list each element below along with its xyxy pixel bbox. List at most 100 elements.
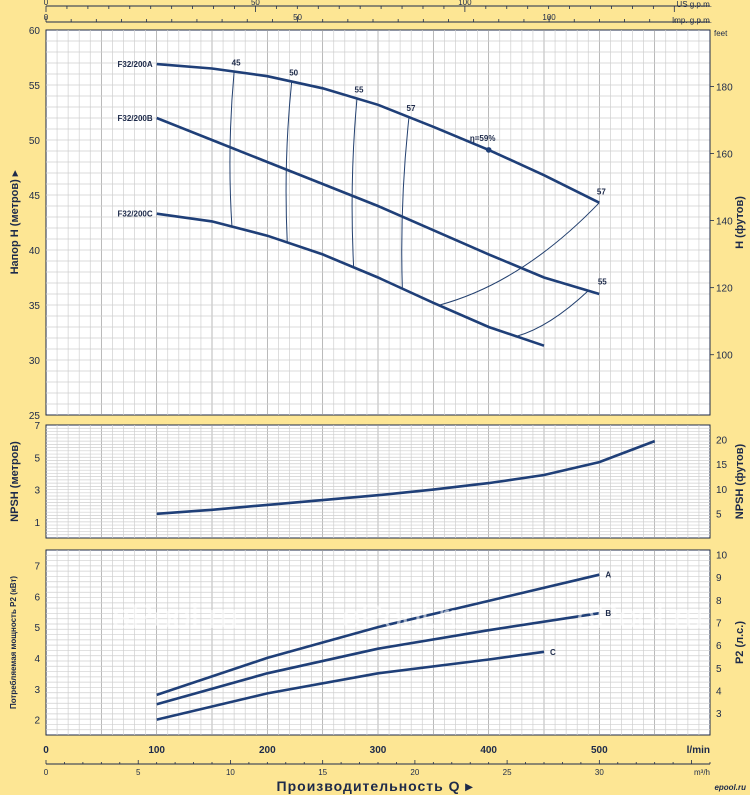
us-tick-label: 50 [251, 0, 260, 7]
npsh-feet-tick-label: 10 [716, 485, 728, 496]
lmin-tick-label: 500 [591, 745, 608, 756]
efficiency-label: 57 [597, 188, 606, 197]
feet-tick-label: 160 [716, 150, 733, 161]
power-curve-b [156, 611, 600, 706]
head-tick-label: 60 [29, 26, 41, 37]
m3h-tick-label: 0 [44, 768, 49, 777]
head-tick-label: 25 [29, 411, 41, 422]
m3h-tick-label: 20 [410, 768, 419, 777]
power-hp-tick-label: 8 [716, 596, 722, 607]
power-hp-tick-label: 4 [716, 687, 722, 698]
x-axis-title: Производительность Q ▸ [277, 778, 474, 794]
grid-1 [46, 30, 710, 415]
epool-logo: epool.ru [714, 783, 746, 792]
power-hp-tick-label: 6 [716, 641, 722, 652]
power-hp-axis-title: P2 (л.с.) [734, 621, 746, 664]
feet-unit-label: feet [714, 29, 728, 38]
head-curve-a [156, 62, 600, 204]
head-tick-label: 55 [29, 81, 41, 92]
m3h-tick-label: 25 [503, 768, 512, 777]
power-tick-label: 2 [34, 716, 40, 727]
imp-tick-label: 0 [44, 13, 49, 22]
iso-efficiency-line [229, 71, 235, 227]
curve-label-a: F32/200A [118, 60, 153, 69]
npsh-tick-label: 5 [34, 453, 40, 464]
feet-tick-label: 180 [716, 82, 733, 93]
iso-efficiency-line [516, 290, 589, 337]
power-hp-tick-label: 5 [716, 664, 722, 675]
curve-label-c: F32/200C [118, 210, 153, 219]
head-tick-label: 30 [29, 356, 41, 367]
curve-label-b: F32/200B [118, 114, 153, 123]
npsh-curve [156, 439, 656, 516]
watermark-text: ePool.ru [112, 598, 239, 636]
npsh-tick-label: 3 [34, 486, 40, 497]
iso-efficiency-line [285, 81, 293, 243]
lmin-tick-label: 0 [43, 745, 49, 756]
efficiency-label: 50 [289, 69, 298, 78]
power-tick-label: 3 [34, 685, 40, 696]
iso-efficiency-line [351, 98, 358, 268]
m3h-tick-label: 30 [595, 768, 604, 777]
power-tick-label: 7 [34, 561, 40, 572]
npsh-feet-tick-label: 20 [716, 436, 728, 447]
m3h-tick-label: 15 [318, 768, 327, 777]
head-tick-label: 40 [29, 246, 41, 257]
m3h-tick-label: 5 [136, 768, 141, 777]
power-curve-label-c: C [550, 648, 556, 657]
power-axis-title: Потребляемая мощность P2 (кВт) [9, 576, 18, 709]
npsh-axis-title: NPSH (метров) [9, 441, 21, 522]
head-tick-label: 45 [29, 191, 41, 202]
efficiency-label: 45 [232, 59, 241, 68]
npsh-tick-label: 1 [34, 518, 40, 529]
efficiency-label: η=59% [470, 134, 496, 143]
grid-3 [46, 550, 710, 735]
efficiency-label: 55 [598, 278, 607, 287]
power-hp-tick-label: 9 [716, 573, 722, 584]
npsh-feet-tick-label: 15 [716, 460, 728, 471]
imp-tick-label: 50 [293, 13, 302, 22]
imp-tick-label: 100 [542, 13, 556, 22]
power-hp-tick-label: 7 [716, 619, 722, 630]
head-tick-label: 35 [29, 301, 41, 312]
efficiency-label: 55 [355, 86, 364, 95]
us-tick-label: 100 [458, 0, 472, 7]
lmin-tick-label: 200 [259, 745, 276, 756]
iso-efficiency-line [438, 202, 600, 306]
lmin-tick-label: 100 [148, 745, 165, 756]
m3h-tick-label: 10 [226, 768, 235, 777]
lmin-tick-label: 300 [370, 745, 387, 756]
efficiency-label: 57 [407, 104, 416, 113]
lmin-unit-label: l/min [687, 745, 710, 756]
power-hp-tick-label: 10 [716, 550, 728, 561]
watermark-text: ePool.ru [577, 598, 704, 636]
grid-2 [46, 425, 710, 538]
power-tick-label: 4 [34, 654, 40, 665]
us-gpm-label: US g.p.m. [676, 0, 712, 9]
power-curve-label-b: B [605, 609, 611, 618]
power-tick-label: 5 [34, 623, 40, 634]
lmin-tick-label: 400 [480, 745, 497, 756]
npsh-feet-tick-label: 5 [716, 509, 722, 520]
power-tick-label: 6 [34, 592, 40, 603]
us-tick-label: 0 [44, 0, 49, 7]
power-hp-tick-label: 3 [716, 709, 722, 720]
feet-tick-label: 140 [716, 217, 733, 228]
head-axis-title: Напор H (метров) ▸ [9, 170, 21, 274]
head-tick-label: 50 [29, 136, 41, 147]
head-curve-c [156, 212, 545, 347]
iso-efficiency-line [401, 117, 410, 289]
npsh-feet-axis-title: NPSH (футов) [734, 443, 746, 519]
npsh-tick-label: 7 [34, 421, 40, 432]
m3h-unit-label: m³/h [694, 768, 710, 777]
power-curve-label-a: A [605, 571, 611, 580]
feet-tick-label: 100 [716, 351, 733, 362]
head-feet-axis-title: H (футов) [734, 196, 746, 249]
best-efficiency-point [485, 147, 492, 153]
power-curve-a [156, 573, 600, 697]
imp-gpm-label: Imp. g.p.m. [672, 16, 712, 25]
watermark-text: ePool.ru [342, 598, 469, 636]
feet-tick-label: 120 [716, 284, 733, 295]
power-curve-c [156, 650, 545, 721]
